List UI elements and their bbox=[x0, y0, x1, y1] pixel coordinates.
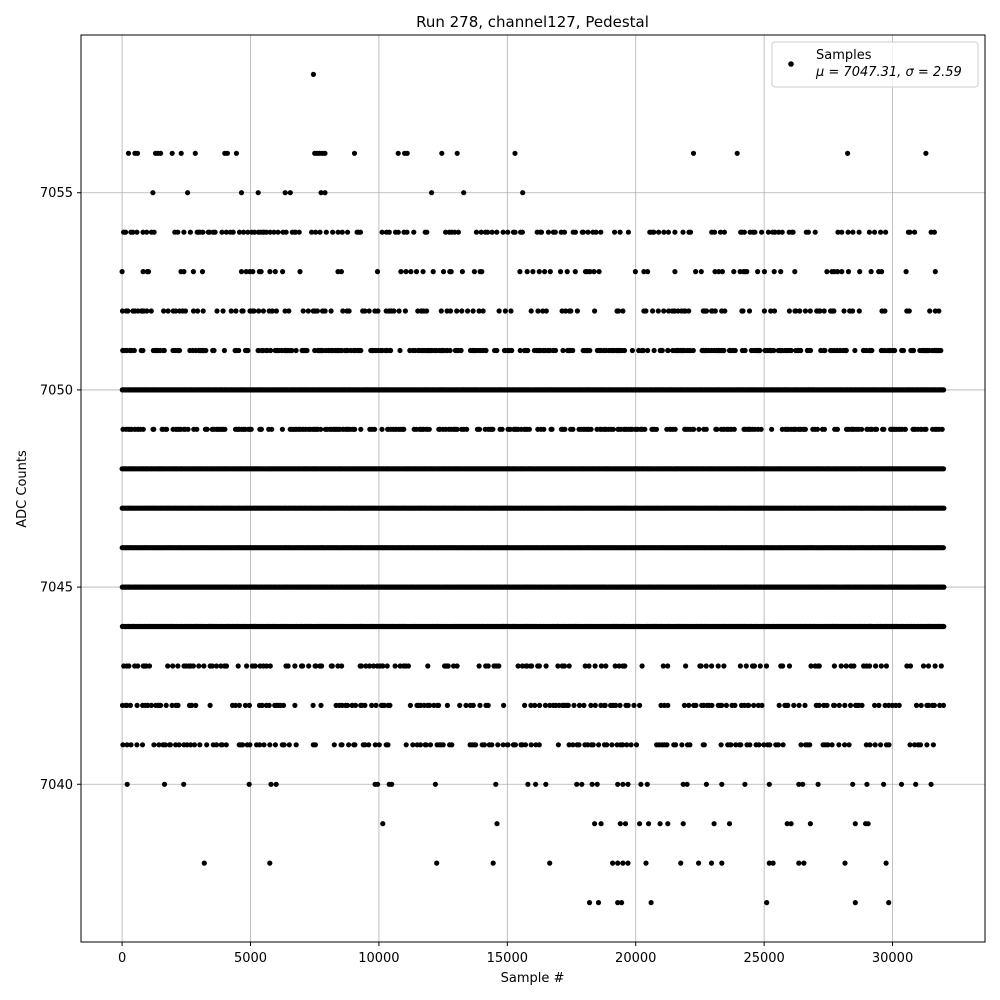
x-tick-label: 0 bbox=[118, 951, 126, 966]
y-tick-label: 7040 bbox=[40, 778, 73, 793]
x-axis-label: Sample # bbox=[501, 971, 565, 986]
y-tick-label: 7055 bbox=[40, 186, 73, 201]
legend-box bbox=[771, 41, 979, 88]
x-tick-label: 25000 bbox=[743, 951, 784, 966]
legend: Samples μ = 7047.31, σ = 2.59 bbox=[771, 41, 979, 88]
x-tick-label: 30000 bbox=[872, 951, 913, 966]
plot-frame bbox=[80, 34, 986, 943]
scatter-points bbox=[119, 71, 947, 906]
x-tick-label: 5000 bbox=[234, 951, 267, 966]
legend-entry-label: Samples bbox=[816, 48, 872, 63]
x-tick-label: 15000 bbox=[487, 951, 528, 966]
x-tick-label: 20000 bbox=[615, 951, 656, 966]
y-tick-label: 7050 bbox=[40, 383, 73, 398]
data-points bbox=[119, 71, 947, 906]
chart-title: Run 278, channel127, Pedestal bbox=[416, 13, 649, 31]
y-axis-ticks: 7040 7045 7050 7055 bbox=[40, 186, 81, 793]
y-axis-label: ADC Counts bbox=[15, 450, 30, 528]
x-tick-label: 10000 bbox=[358, 951, 399, 966]
x-axis-ticks: 0 5000 10000 15000 20000 25000 30000 bbox=[118, 942, 913, 966]
y-tick-label: 7045 bbox=[40, 581, 73, 596]
legend-marker bbox=[788, 61, 794, 67]
legend-entry-stats: μ = 7047.31, σ = 2.59 bbox=[815, 65, 962, 80]
